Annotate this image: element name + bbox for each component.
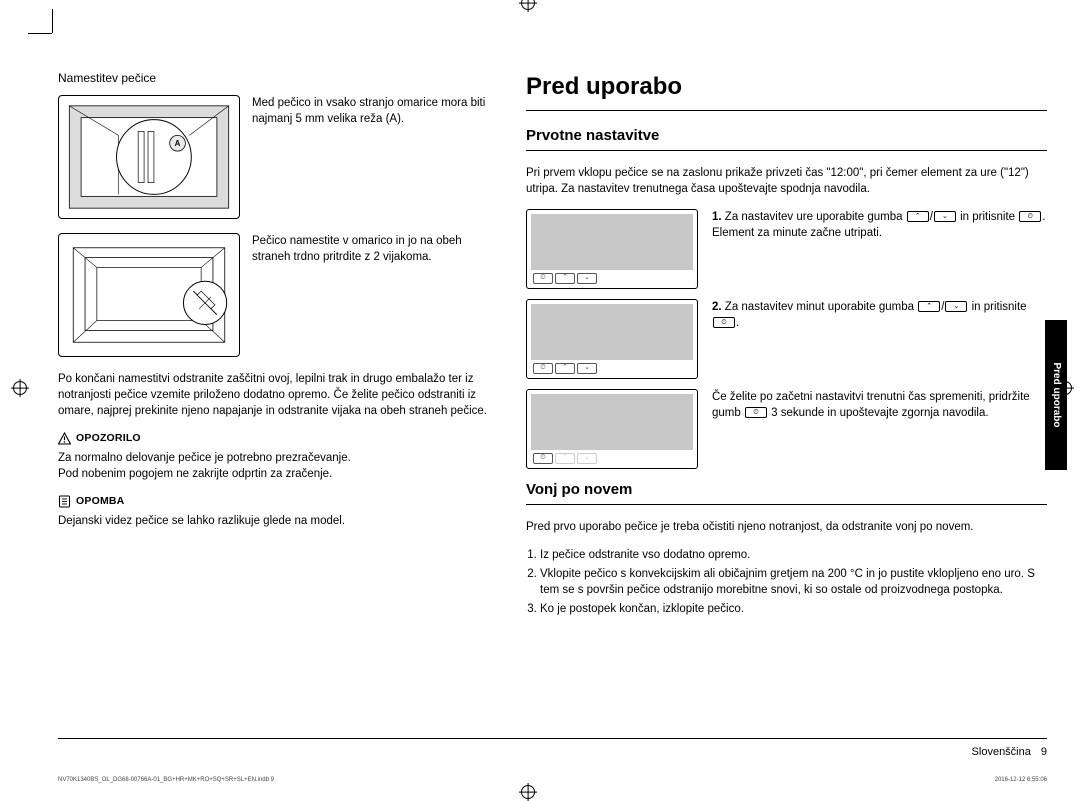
- list-item: Ko je postopek končan, izklopite pečico.: [540, 601, 1047, 617]
- title-rule: [526, 110, 1047, 111]
- figure-row-1: A Med pečico in vsako stranjo omarice mo…: [58, 95, 498, 219]
- step-2-text: 2. Za nastavitev minut uporabite gumba ⌃…: [712, 299, 1047, 331]
- step-3: ⏲ ⌃ ⌄ Če želite po začetni nastavitvi tr…: [526, 389, 1047, 469]
- up-icon: ⌃: [918, 301, 940, 312]
- left-section-title: Namestitev pečice: [58, 70, 498, 87]
- right-column: Pred uporabo Prvotne nastavitve Pri prve…: [526, 70, 1047, 750]
- control-panel-2: ⏲ ⌃ ⌄: [526, 299, 698, 379]
- note-icon: [58, 495, 71, 508]
- page-content: Namestitev pečice A Med pečico in vsak: [58, 70, 1047, 750]
- print-file-name: NV70K1340BS_OL_DG68-00766A-01_BG+HR+MK+R…: [58, 776, 274, 784]
- footer-language: Slovenščina: [972, 745, 1031, 760]
- up-icon: ⌃: [555, 453, 575, 464]
- post-install-text: Po končani namestitvi odstranite zaščitn…: [58, 371, 498, 419]
- list-item: Iz pečice odstranite vso dodatno opremo.: [540, 547, 1047, 563]
- print-timestamp: 2016-12-12 6:55:06: [995, 776, 1047, 784]
- clock-icon: ⏲: [1019, 211, 1041, 222]
- figure-1-caption: Med pečico in vsako stranjo omarice mora…: [252, 95, 498, 219]
- left-column: Namestitev pečice A Med pečico in vsak: [58, 70, 498, 750]
- figure-1-label: A: [175, 139, 181, 148]
- side-tab-label: Pred uporabo: [1049, 362, 1063, 427]
- panel-buttons: ⏲ ⌃ ⌄: [531, 273, 693, 284]
- step-1-text: 1. Za nastavitev ure uporabite gumba ⌃/⌄…: [712, 209, 1047, 241]
- up-icon: ⌃: [555, 363, 575, 374]
- side-tab: Pred uporabo: [1045, 320, 1067, 470]
- panel-screen: [531, 394, 693, 450]
- down-icon: ⌄: [945, 301, 967, 312]
- control-panel-1: ⏲ ⌃ ⌄: [526, 209, 698, 289]
- control-panel-3: ⏲ ⌃ ⌄: [526, 389, 698, 469]
- initial-intro: Pri prvem vklopu pečice se na zaslonu pr…: [526, 165, 1047, 197]
- list-item: Vklopite pečico s konvekcijskim ali obič…: [540, 566, 1047, 598]
- smell-intro: Pred prvo uporabo pečice je treba očisti…: [526, 519, 1047, 535]
- panel-buttons: ⏲ ⌃ ⌄: [531, 363, 693, 374]
- note-text: Dejanski videz pečice se lahko razlikuje…: [58, 513, 498, 529]
- clock-icon: ⏲: [745, 407, 767, 418]
- warning-line-2: Pod nobenim pogojem ne zakrijte odprtin …: [58, 466, 498, 482]
- up-icon: ⌃: [555, 273, 575, 284]
- clock-icon: ⏲: [713, 317, 735, 328]
- crop-mark: [52, 9, 53, 33]
- section-rule: [526, 504, 1047, 505]
- warning-icon: [58, 432, 71, 445]
- step-2: ⏲ ⌃ ⌄ 2. Za nastavitev minut uporabite g…: [526, 299, 1047, 379]
- clock-icon: ⏲: [533, 453, 553, 464]
- figure-2: [58, 233, 240, 357]
- page-footer: Slovenščina 9: [58, 738, 1047, 760]
- up-icon: ⌃: [907, 211, 929, 222]
- down-icon: ⌄: [934, 211, 956, 222]
- clock-icon: ⏲: [533, 273, 553, 284]
- figure-2-caption: Pečico namestite v omarico in jo na obeh…: [252, 233, 498, 357]
- print-footer: NV70K1340BS_OL_DG68-00766A-01_BG+HR+MK+R…: [58, 776, 1047, 784]
- note-label: OPOMBA: [58, 494, 498, 509]
- panel-screen: [531, 304, 693, 360]
- panel-buttons: ⏲ ⌃ ⌄: [531, 453, 693, 464]
- step-3-text: Če želite po začetni nastavitvi trenutni…: [712, 389, 1047, 421]
- smell-steps: Iz pečice odstranite vso dodatno opremo.…: [526, 547, 1047, 617]
- section-new-smell: Vonj po novem: [526, 479, 1047, 500]
- panel-screen: [531, 214, 693, 270]
- registration-left: [13, 381, 27, 395]
- figure-row-2: Pečico namestite v omarico in jo na obeh…: [58, 233, 498, 357]
- page-title: Pred uporabo: [526, 70, 1047, 104]
- registration-top: [521, 0, 535, 10]
- figure-1: A: [58, 95, 240, 219]
- registration-bottom: [521, 785, 535, 799]
- crop-mark: [28, 33, 52, 34]
- down-icon: ⌄: [577, 273, 597, 284]
- section-rule: [526, 150, 1047, 151]
- warning-line-1: Za normalno delovanje pečice je potrebno…: [58, 450, 498, 466]
- section-initial-settings: Prvotne nastavitve: [526, 125, 1047, 146]
- step-1: ⏲ ⌃ ⌄ 1. Za nastavitev ure uporabite gum…: [526, 209, 1047, 289]
- warning-label: OPOZORILO: [58, 431, 498, 446]
- down-icon: ⌄: [577, 363, 597, 374]
- clock-icon: ⏲: [533, 363, 553, 374]
- down-icon: ⌄: [577, 453, 597, 464]
- footer-page-number: 9: [1041, 745, 1047, 760]
